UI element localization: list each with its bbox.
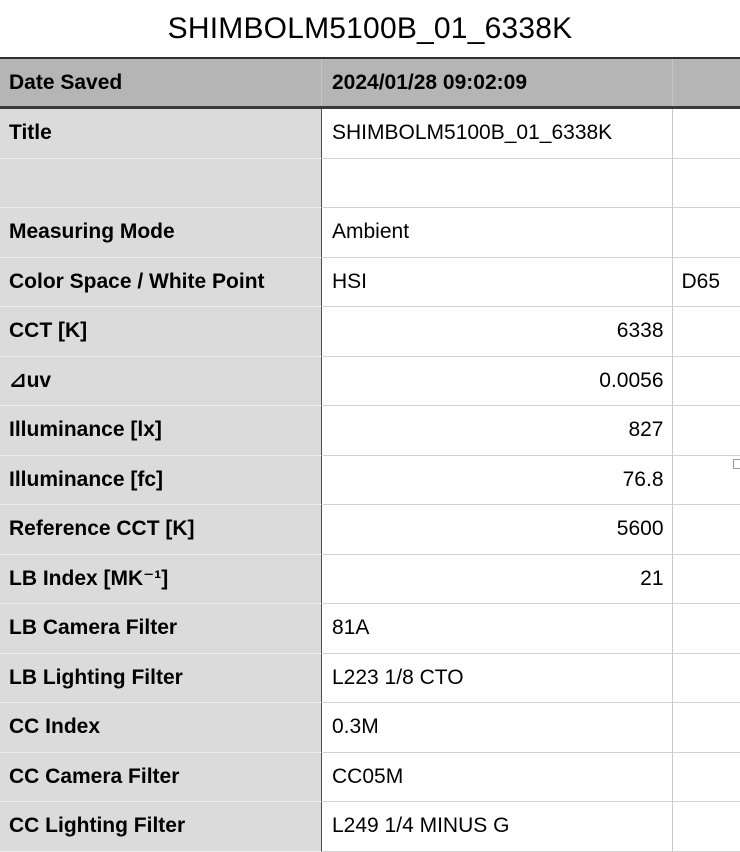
row-value-cell: HSI <box>322 258 673 308</box>
row-label-cell: Illuminance [fc] <box>0 456 322 506</box>
row-extra-cell <box>673 307 740 357</box>
row-label-cell: ⊿uv <box>0 357 322 407</box>
row-label-cell: CC Index <box>0 703 322 753</box>
table-row: Color Space / White Point HSI D65 <box>0 258 740 308</box>
row-extra-cell <box>673 802 740 852</box>
row-value-cell: 21 <box>322 555 673 605</box>
row-extra-cell <box>673 654 740 704</box>
table-row: CC Index 0.3M <box>0 703 740 753</box>
row-label-cell: CC Lighting Filter <box>0 802 322 852</box>
row-extra-cell <box>673 109 740 159</box>
row-extra-cell <box>673 604 740 654</box>
row-label-cell: CCT [K] <box>0 307 322 357</box>
table-row: Illuminance [lx] 827 <box>0 406 740 456</box>
row-value-cell: L223 1/8 CTO <box>322 654 673 704</box>
table-row: Reference CCT [K] 5600 <box>0 505 740 555</box>
table-row: CC Camera Filter CC05M <box>0 753 740 803</box>
row-label-cell: CC Camera Filter <box>0 753 322 803</box>
row-label-cell: Measuring Mode <box>0 208 322 258</box>
row-value-cell: 0.3M <box>322 703 673 753</box>
row-extra-cell <box>673 753 740 803</box>
row-value-cell: 76.8 <box>322 456 673 506</box>
row-extra-cell <box>673 208 740 258</box>
row-label-cell: Color Space / White Point <box>0 258 322 308</box>
row-value-cell: Ambient <box>322 208 673 258</box>
row-label-cell: LB Camera Filter <box>0 604 322 654</box>
row-extra-cell <box>673 555 740 605</box>
table-row: Title SHIMBOLM5100B_01_6338K <box>0 109 740 159</box>
table-row: CC Lighting Filter L249 1/4 MINUS G <box>0 802 740 852</box>
row-extra-cell <box>673 159 740 209</box>
table-row <box>0 159 740 209</box>
table-row: CCT [K] 6338 <box>0 307 740 357</box>
row-label-cell: Reference CCT [K] <box>0 505 322 555</box>
row-value-cell: 0.0056 <box>322 357 673 407</box>
row-label-cell <box>0 159 322 209</box>
table-row: ⊿uv 0.0056 <box>0 357 740 407</box>
row-extra-cell <box>673 456 740 506</box>
table-row: Measuring Mode Ambient <box>0 208 740 258</box>
row-extra-cell <box>673 703 740 753</box>
row-value-cell <box>322 159 673 209</box>
cell-selection-handle-icon <box>733 459 740 469</box>
row-extra-cell <box>673 357 740 407</box>
table-header-row: Date Saved 2024/01/28 09:02:09 <box>0 59 740 109</box>
row-value-cell: CC05M <box>322 753 673 803</box>
measurement-table: Date Saved 2024/01/28 09:02:09 Title SHI… <box>0 57 740 852</box>
row-label-cell: LB Lighting Filter <box>0 654 322 704</box>
table-row: LB Camera Filter 81A <box>0 604 740 654</box>
row-label-cell: Title <box>0 109 322 159</box>
table-row: Illuminance [fc] 76.8 <box>0 456 740 506</box>
table-body: Title SHIMBOLM5100B_01_6338K Measuring M… <box>0 109 740 852</box>
row-value-cell: 81A <box>322 604 673 654</box>
row-value-cell: 6338 <box>322 307 673 357</box>
header-value-cell: 2024/01/28 09:02:09 <box>322 59 673 106</box>
row-value-cell: L249 1/4 MINUS G <box>322 802 673 852</box>
header-extra-cell <box>673 59 740 106</box>
row-extra-cell <box>673 406 740 456</box>
row-extra-cell <box>673 505 740 555</box>
page-title: SHIMBOLM5100B_01_6338K <box>0 0 740 57</box>
table-row: LB Lighting Filter L223 1/8 CTO <box>0 654 740 704</box>
row-label-cell: Illuminance [lx] <box>0 406 322 456</box>
row-value-cell: SHIMBOLM5100B_01_6338K <box>322 109 673 159</box>
row-value-cell: 5600 <box>322 505 673 555</box>
table-row: LB Index [MK⁻¹] 21 <box>0 555 740 605</box>
row-label-cell: LB Index [MK⁻¹] <box>0 555 322 605</box>
row-extra-cell: D65 <box>673 258 740 308</box>
row-value-cell: 827 <box>322 406 673 456</box>
header-label-cell: Date Saved <box>0 59 322 106</box>
